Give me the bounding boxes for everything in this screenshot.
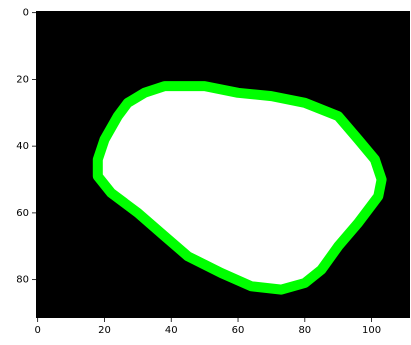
y-tick-label: 80	[16, 275, 29, 286]
x-tick-label: 100	[362, 325, 381, 336]
y-tick-label: 20	[16, 74, 29, 85]
chart: 0 20 40 60 80 100 0 20 40 60 80	[0, 0, 411, 345]
x-tick-label: 20	[98, 325, 111, 336]
x-tick-label: 40	[165, 325, 178, 336]
x-tick-label: 0	[34, 325, 40, 336]
y-tick-label: 40	[16, 141, 29, 152]
y-tick-label: 60	[16, 208, 29, 219]
y-tick-label: 0	[23, 8, 29, 19]
x-tick-label: 80	[298, 325, 311, 336]
x-tick-label: 60	[232, 325, 245, 336]
